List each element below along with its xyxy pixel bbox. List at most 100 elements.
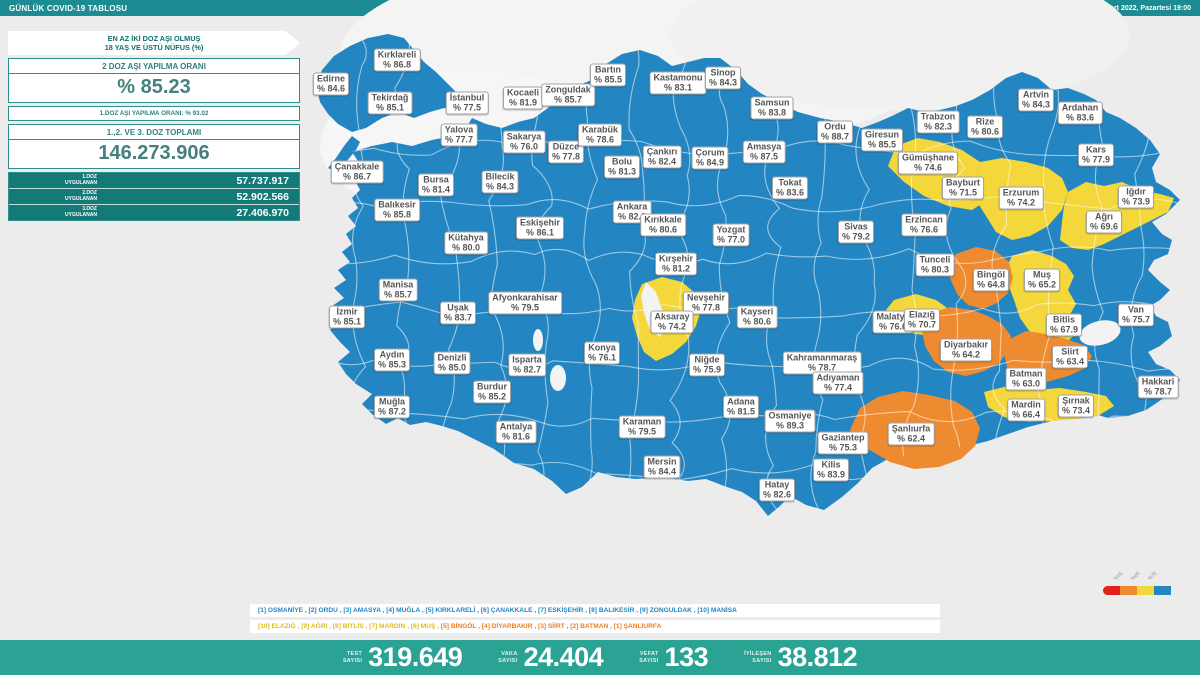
- province-label: Sinop% 84.3: [704, 66, 742, 90]
- province-label: Kocaeli% 81.9: [502, 86, 544, 110]
- province-label: Şırnak% 73.4: [1057, 394, 1095, 418]
- footnote-top-text: [1] OSMANİYE , [2] ORDU , [3] AMASYA , […: [258, 607, 737, 614]
- province-label: Sivas% 79.2: [837, 220, 875, 244]
- province-label: Giresun% 85.5: [860, 128, 904, 152]
- province-label: Çanakkale% 86.7: [330, 160, 384, 184]
- province-label: Tunceli% 80.3: [915, 253, 955, 277]
- dose-row: 1.DOZ UYGULANAN 57.737.917: [9, 173, 299, 189]
- dose-breakdown: 1.DOZ UYGULANAN 57.737.917 2.DOZ UYGULANAN 52…: [8, 172, 300, 221]
- province-label: Hakkari% 78.7: [1137, 375, 1179, 399]
- province-label: Bolu% 81.3: [603, 155, 641, 179]
- province-label: Muğla% 87.2: [373, 395, 411, 419]
- banner-line1: EN AZ İKİ DOZ AŞI OLMUŞ: [107, 34, 201, 43]
- province-label: Kars% 77.9: [1077, 143, 1115, 167]
- province-label: İstanbul% 77.5: [445, 91, 489, 115]
- province-label: Aydın% 85.3: [373, 348, 411, 372]
- province-label: Diyarbakır% 64.2: [939, 338, 993, 362]
- province-label: Van% 75.7: [1117, 303, 1155, 327]
- panel-banner: EN AZ İKİ DOZ AŞI OLMUŞ 18 YAŞ VE ÜSTÜ N…: [8, 31, 300, 55]
- province-label: Eskişehir% 86.1: [515, 216, 565, 240]
- province-label: Balıkesir% 85.8: [374, 198, 420, 222]
- province-label: Artvin% 84.3: [1017, 88, 1055, 112]
- province-label: Kütahya% 80.0: [444, 231, 488, 255]
- province-label: Yalova% 77.7: [440, 123, 478, 147]
- province-label: Denizli% 85.0: [433, 351, 471, 375]
- province-label: Bitlis% 67.9: [1045, 313, 1083, 337]
- footnote-top-provinces: [1] OSMANİYE , [2] ORDU , [3] AMASYA , […: [250, 604, 940, 617]
- province-label: Bingöl% 64.8: [972, 268, 1010, 292]
- province-label: Edirne% 84.6: [312, 72, 350, 96]
- province-label: Muş% 65.2: [1023, 268, 1061, 292]
- province-label: Şanlıurfa% 62.4: [887, 422, 935, 446]
- province-label: Rize% 80.6: [966, 115, 1004, 139]
- one-dose-line: 1.DOZ AŞI YAPILMA ORANI: % 93.02: [99, 110, 209, 117]
- province-label: Kilis% 83.9: [812, 458, 850, 482]
- province-label: Siirt% 63.4: [1051, 345, 1089, 369]
- province-label: Erzurum% 74.2: [998, 186, 1044, 210]
- province-label: Düzce% 77.8: [547, 140, 585, 164]
- province-label: Antalya% 81.6: [495, 420, 537, 444]
- province-label: Mersin% 84.4: [643, 455, 681, 479]
- province-label: Aksaray% 74.2: [650, 310, 694, 334]
- province-label: Mardin% 66.4: [1007, 398, 1045, 422]
- lake-van: [1079, 320, 1121, 346]
- province-label: Bayburt% 71.5: [941, 176, 985, 200]
- province-label: Kırıkkale% 80.6: [640, 213, 686, 237]
- province-label: Erzincan% 76.6: [901, 213, 947, 237]
- province-label: Gaziantep% 75.3: [817, 431, 869, 455]
- province-label: Karabük% 78.6: [577, 123, 623, 147]
- province-label: Nevşehir% 77.8: [682, 291, 730, 315]
- legend-tick-3: %75: [1146, 570, 1159, 582]
- province-label: Trabzon% 82.3: [916, 110, 960, 134]
- footnote-bottom-yellow-text: [10] ELAZIĞ , [9] AĞRI , [8] BİTLİS , [7…: [258, 623, 441, 630]
- stat-group: VEFAT SAYISI 133: [639, 642, 709, 672]
- province-label: Konya% 76.1: [583, 341, 621, 365]
- legend-segment-yellow: [1137, 586, 1154, 595]
- province-label: Yozgat% 77.0: [712, 223, 750, 247]
- province-label: Çankırı% 82.4: [642, 145, 682, 169]
- legend-tick-1: %55: [1112, 570, 1125, 582]
- province-label: Tekirdağ% 85.1: [367, 91, 413, 115]
- province-label: Kırklareli% 86.8: [373, 48, 421, 72]
- province-label: Batman% 63.0: [1005, 367, 1047, 391]
- province-label: Zonguldak% 85.7: [541, 83, 595, 107]
- province-label: Ardahan% 83.6: [1057, 101, 1103, 125]
- province-label: Elazığ% 70.7: [903, 308, 941, 332]
- province-label: Osmaniye% 89.3: [764, 409, 816, 433]
- province-label: Karaman% 79.5: [618, 415, 666, 439]
- province-label: Çorum% 84.9: [691, 146, 729, 170]
- province-label: Tokat% 83.6: [771, 176, 809, 200]
- province-label: Bilecik% 84.3: [481, 170, 519, 194]
- province-label: Uşak% 83.7: [439, 301, 477, 325]
- stat-group: TEST SAYISI 319.649: [342, 642, 463, 672]
- province-label: Iğdır% 73.9: [1117, 185, 1155, 209]
- province-label: Amasya% 87.5: [742, 140, 786, 164]
- legend-segment-blue: [1154, 586, 1171, 595]
- stat-group: İYİLEŞEN SAYISI 38.812: [744, 642, 858, 672]
- province-label: Kırşehir% 81.2: [654, 252, 698, 276]
- province-label: Bursa% 81.4: [417, 173, 455, 197]
- daily-stats-bar: TEST SAYISI 319.649 VAKA SAYISI 24.404 VEFAT SA…: [0, 640, 1200, 675]
- province-label: Kayseri% 80.6: [736, 305, 778, 329]
- province-label: Gümüşhane% 74.6: [897, 151, 959, 175]
- color-scale-legend: %55 %65 %75: [1103, 570, 1183, 598]
- province-label: Afyonkarahisar% 79.5: [488, 291, 562, 315]
- footnote-bottom-provinces: [10] ELAZIĞ , [9] AĞRI , [8] BİTLİS , [7…: [250, 620, 940, 633]
- province-label: Samsun% 83.8: [750, 96, 794, 120]
- province-label: Sakarya% 76.0: [502, 130, 546, 154]
- total-doses-label: 1.,2. VE 3. DOZ TOPLAMI: [9, 125, 299, 140]
- province-label: Bartın% 85.5: [589, 63, 627, 87]
- total-doses-value: 146.273.906: [98, 142, 210, 164]
- dose-row: 2.DOZ UYGULANAN 52.902.566: [9, 189, 299, 205]
- page-title: GÜNLÜK COVID-19 TABLOSU: [9, 3, 128, 13]
- province-label: Burdur% 85.2: [473, 380, 511, 404]
- stat-group: VAKA SAYISI 24.404: [498, 642, 604, 672]
- province-label: Adana% 81.5: [722, 395, 760, 419]
- dose-row: 3.DOZ UYGULANAN 27.406.970: [9, 205, 299, 220]
- legend-segment-red: [1103, 586, 1120, 595]
- legend-segment-orange: [1120, 586, 1137, 595]
- vaccination-panel: EN AZ İKİ DOZ AŞI OLMUŞ 18 YAŞ VE ÜSTÜ N…: [8, 31, 300, 221]
- province-label: Hatay% 82.6: [758, 478, 796, 502]
- report-date: 14 Mart 2022, Pazartesi 19:00: [1094, 4, 1191, 12]
- province-label: İzmir% 85.1: [328, 305, 366, 329]
